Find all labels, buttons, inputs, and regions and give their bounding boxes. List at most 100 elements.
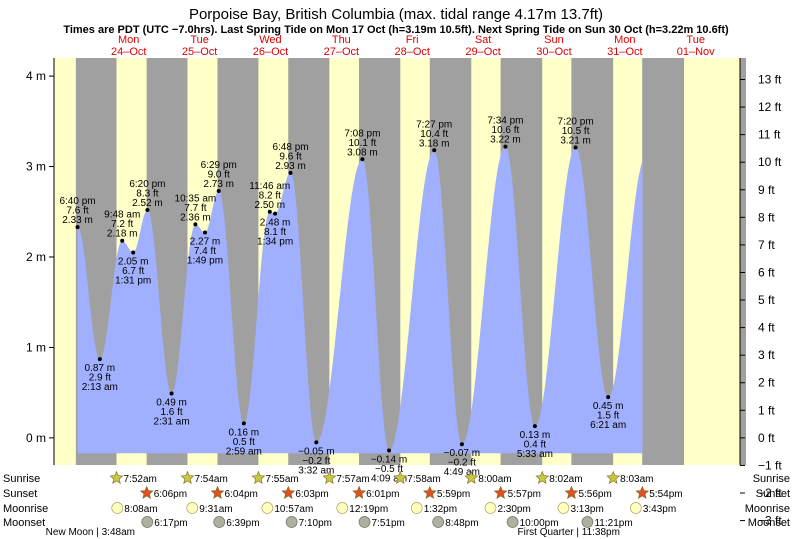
moonset-event: 11:21pm (581, 516, 633, 529)
tide-label: 2.27 m7.4 ft1:49 pm (187, 237, 223, 267)
tide-label-line: −0.2 ft (448, 458, 476, 469)
sunrise-event: 7:55am (251, 470, 299, 485)
tide-label-line: 7:20 pm (558, 117, 594, 128)
astro-row-label-right: Sunrise (753, 473, 790, 485)
moonset-moon-icon (506, 516, 519, 528)
astro-row-label-left: Moonrise (3, 503, 48, 515)
day-label-dow: Tue (686, 34, 705, 46)
sunset-star-icon (422, 485, 437, 499)
tide-marker (97, 357, 102, 362)
y-right-tick-label: 10 ft (758, 155, 782, 169)
moonrise-time: 8:08am (124, 504, 157, 515)
sunset-star-icon (493, 485, 508, 499)
tide-label-line: 6:48 pm (272, 142, 308, 153)
tide-label-line: 10:35 am (175, 193, 217, 204)
tide-marker (193, 222, 198, 227)
moonrise-time: 3:13pm (570, 504, 603, 515)
day-label-date: 28–Oct (394, 46, 429, 58)
sunset-star-icon (281, 485, 296, 499)
tide-label: 6:48 pm9.6 ft2.93 m (272, 142, 308, 172)
tide-label-line: 7.6 ft (66, 206, 88, 217)
moon-phase-label: First Quarter | 11:38pm (517, 527, 619, 538)
tide-label: 2.48 m8.1 ft1:34 pm (257, 218, 293, 248)
sunset-event: 6:01pm (352, 485, 399, 500)
y-right-tick-label: 5 ft (758, 293, 775, 307)
tide-marker (120, 238, 125, 243)
tide-label-line: 3.18 m (419, 138, 450, 149)
tide-label: 0.16 m0.5 ft2:59 am (226, 427, 262, 457)
y-right-tick-label: 12 ft (758, 100, 782, 114)
day-labels: Mon24–OctTue25–OctWed26–OctThu27–OctFri2… (111, 34, 715, 58)
sunrise-event: 7:54am (180, 470, 228, 485)
sunset-event: 6:06pm (139, 485, 187, 500)
day-label-dow: Sat (475, 34, 492, 46)
tide-labels: 6:40 pm7.6 ft2.33 m 0.87 m2.9 ft2:13 am 9:… (59, 116, 626, 485)
day-label-date: 25–Oct (182, 46, 217, 58)
tide-label-line: 2.33 m (62, 215, 93, 226)
tide-marker (387, 448, 392, 453)
tide-label-line: 10.4 ft (420, 129, 448, 140)
moonrise-moon-icon (261, 502, 274, 514)
tide-label-line: 7:27 pm (416, 119, 452, 130)
tide-label: 0.13 m0.4 ft5:33 am (517, 430, 553, 460)
y-right-tick-label: 11 ft (758, 128, 781, 142)
moonrise-moon-icon (111, 502, 124, 514)
moonrise-time: 2:30pm (497, 504, 530, 515)
tide-label-line: 11:46 am (249, 181, 290, 192)
moonset-moon-icon (581, 516, 594, 528)
sunrise-time: 7:52am (124, 474, 157, 485)
tide-marker (532, 424, 537, 429)
moonset-time: 8:48pm (445, 518, 478, 529)
day-label-dow: Sun (544, 34, 564, 46)
sunrise-event: 7:58am (393, 470, 441, 485)
sunrise-time: 7:57am (336, 474, 369, 485)
tide-label-line: 2.48 m (260, 218, 291, 229)
chart-title: Porpoise Bay, British Columbia (max. tid… (189, 6, 603, 23)
tide-label-line: −0.2 ft (302, 456, 330, 467)
tide-marker (145, 207, 150, 212)
y-right-tick-label: 7 ft (758, 238, 775, 252)
tide-label-line: 8.2 ft (259, 190, 281, 201)
tide-label-line: 2.27 m (190, 237, 221, 248)
tide-label-line: 3.21 m (560, 136, 591, 147)
sunrise-event: 7:52am (109, 470, 157, 485)
tide-label-line: 0.49 m (156, 398, 187, 409)
tide-marker (573, 145, 578, 150)
day-label-date: 30–Oct (536, 46, 571, 58)
tide-label-line: 1:31 pm (115, 275, 151, 286)
tide-label: 9:48 am7.2 ft2.18 m (104, 210, 140, 240)
sunrise-time: 7:54am (194, 474, 227, 485)
astro-row-label-left: Sunrise (3, 473, 40, 485)
tide-label-line: 8.3 ft (136, 188, 158, 199)
tide-label-line: 2.52 m (132, 198, 163, 209)
sunset-event: 5:59pm (422, 485, 470, 500)
tide-label-line: 2.18 m (107, 229, 138, 240)
moonrise-event: 2:30pm (484, 502, 531, 515)
moonrise-time: 9:31am (199, 504, 232, 515)
moonset-moon-icon (432, 516, 445, 528)
tide-label-line: 2:31 am (154, 417, 190, 428)
tide-label-line: 1.5 ft (597, 411, 619, 422)
sunset-event: 5:57pm (493, 485, 541, 500)
tide-label-line: 0.13 m (520, 430, 551, 441)
tide-label: −0.05 m−0.2 ft3:32 am (298, 446, 334, 476)
sunset-time: 6:06pm (154, 489, 187, 500)
tide-label-line: 9.0 ft (208, 169, 230, 180)
sunset-star-icon (139, 485, 154, 499)
tide-marker (169, 391, 174, 396)
sunrise-star-icon (180, 470, 195, 484)
tide-marker (606, 395, 611, 400)
moonrise-event: 1:32pm (410, 502, 457, 515)
y-right-tick-label: 1 ft (758, 403, 775, 417)
day-label-date: 31–Oct (607, 46, 642, 58)
tide-label: 0.45 m1.5 ft6:21 am (590, 401, 626, 431)
sunset-event: 5:56pm (564, 485, 612, 500)
moonrise-event: 3:13pm (557, 502, 604, 515)
sunrise-time: 8:00am (478, 474, 511, 485)
sunset-star-icon (635, 485, 650, 499)
tide-label-line: 3.08 m (347, 147, 378, 158)
tide-label-line: 10.1 ft (348, 138, 376, 149)
moonset-event: 7:10pm (285, 516, 332, 529)
